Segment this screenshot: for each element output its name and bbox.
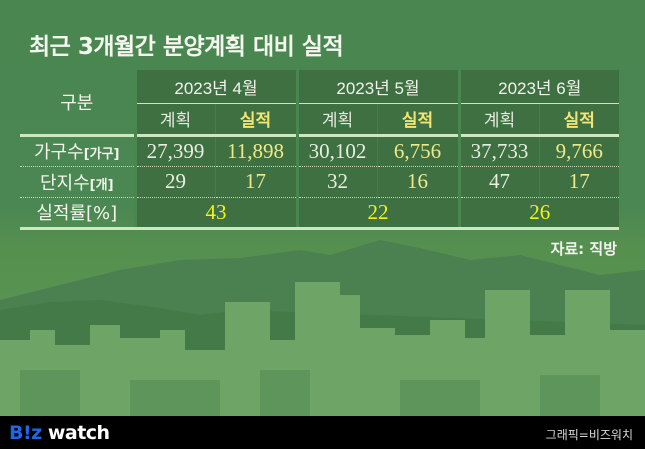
infographic-canvas: 최근 3개월간 분양계획 대비 실적 구분 2023년 4월 2023년 5월 … [0, 0, 645, 416]
cell-actual: 16 [376, 165, 459, 197]
cell-plan: 47 [457, 165, 539, 197]
bizwatch-logo: B!z watch [9, 422, 110, 444]
cell-actual: 11,898 [214, 133, 297, 166]
cell-actual: 9,766 [538, 133, 619, 166]
sub-header-plan: 계획 [457, 103, 539, 135]
logo-wordmark: watch [41, 422, 110, 444]
row-label-complexes: 단지수[개] [20, 165, 135, 197]
cell-plan: 29 [133, 165, 215, 197]
cell-rate-apr: 43 [133, 196, 297, 230]
sub-header-actual: 실적 [214, 103, 297, 135]
cell-plan: 37,733 [457, 133, 539, 166]
row-label-text: 가구수 [34, 142, 84, 163]
cell-plan: 30,102 [295, 133, 377, 166]
cell-rate-may: 22 [295, 196, 459, 230]
month-header-may: 2023년 5월 [295, 70, 459, 104]
row-label-rate: 실적률[%] [20, 196, 135, 230]
month-header-jun: 2023년 6월 [457, 70, 619, 104]
corner-label: 구분 [60, 92, 94, 114]
cell-actual: 17 [538, 165, 619, 197]
table-row-rate: 실적률[%] 43 22 26 [20, 196, 619, 230]
sub-header-row: 계획 실적 계획 실적 계획 실적 [20, 103, 619, 135]
sub-header-actual: 실적 [376, 103, 459, 135]
row-label-text: 단지수 [39, 172, 90, 194]
month-header-row: 구분 2023년 4월 2023년 5월 2023년 6월 [20, 70, 619, 114]
chart-title: 최근 3개월간 분양계획 대비 실적 [29, 34, 344, 60]
source-note: 자료: 직방 [550, 240, 617, 258]
row-label-households: 가구수[가구] [20, 133, 135, 166]
cell-plan: 32 [295, 165, 377, 197]
month-header-apr: 2023년 4월 [133, 70, 297, 104]
graphic-credit: 그래픽=비즈워치 [545, 428, 633, 442]
sub-header-actual: 실적 [538, 103, 619, 135]
table-row-complexes: 단지수[개] 29 17 32 16 47 17 [20, 165, 619, 197]
footer-bar: B!z watch 그래픽=비즈워치 [0, 416, 645, 449]
cell-rate-jun: 26 [457, 196, 619, 230]
row-unit: [가구] [83, 147, 120, 162]
logo-mark: B!z [9, 422, 42, 444]
table-row-households: 가구수[가구] 27,399 11,898 30,102 6,756 37,73… [20, 133, 619, 166]
sub-header-plan: 계획 [133, 103, 215, 135]
row-unit: [개] [89, 177, 114, 193]
sub-header-plan: 계획 [295, 103, 377, 135]
cell-plan: 27,399 [133, 133, 215, 166]
performance-table: 구분 2023년 4월 2023년 5월 2023년 6월 계획 실적 계획 실… [20, 70, 619, 230]
city-skyline-background [0, 240, 645, 416]
cell-actual: 6,756 [376, 133, 459, 166]
cell-actual: 17 [214, 165, 297, 197]
